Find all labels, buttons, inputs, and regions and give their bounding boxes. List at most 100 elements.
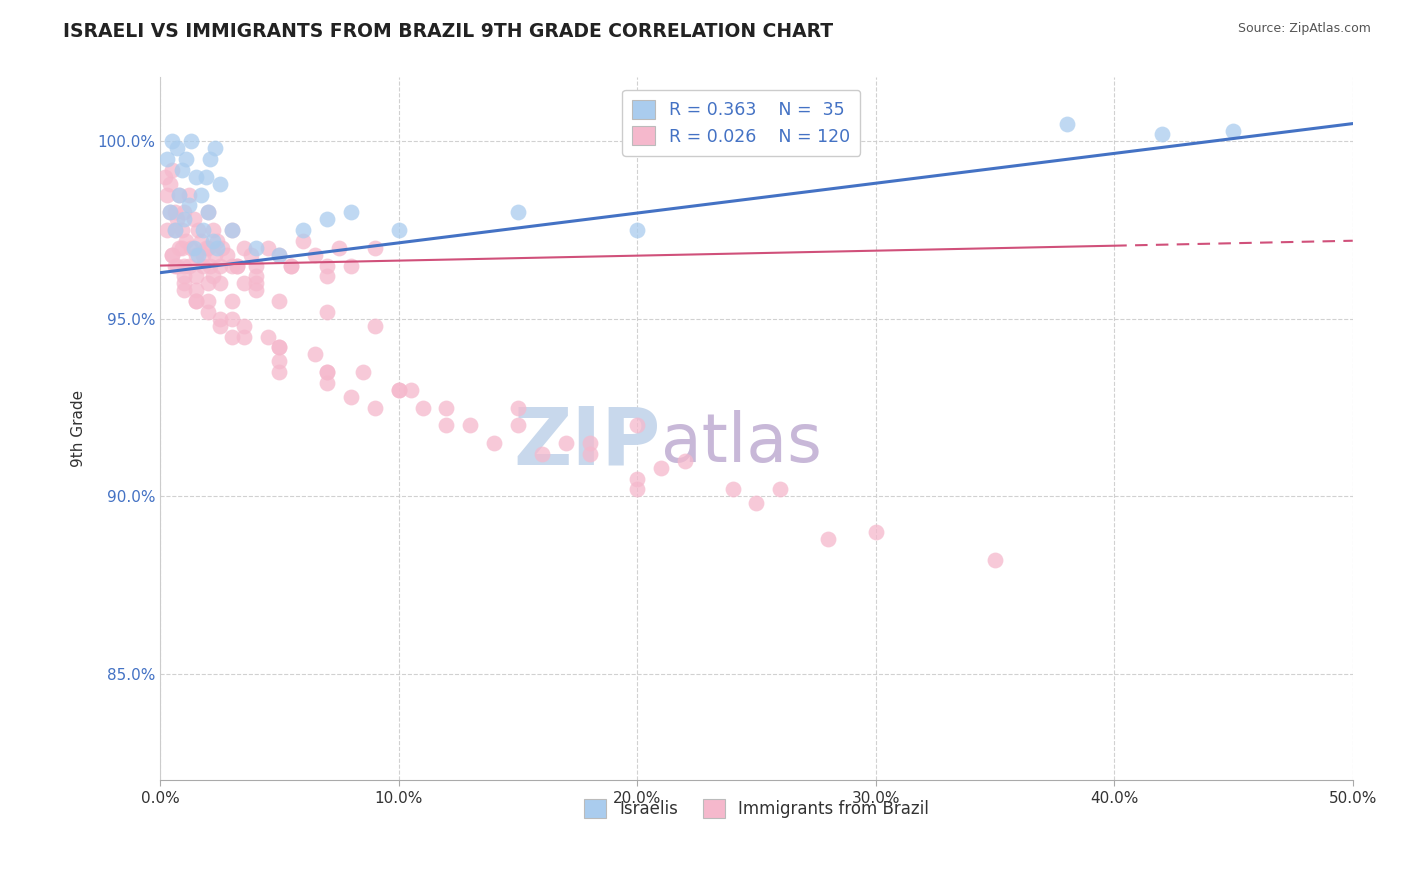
Point (626, 472, 648, 486)
Point (245, 277, 267, 291)
Point (984, 553, 1007, 567)
Point (316, 304, 339, 318)
Point (412, 401, 434, 415)
Point (554, 436, 576, 450)
Point (340, 259, 363, 273)
Point (817, 532, 839, 546)
Point (187, 248, 209, 262)
Point (191, 248, 214, 262)
Point (292, 223, 315, 237)
Point (225, 259, 247, 273)
Point (232, 277, 254, 291)
Point (201, 269, 224, 284)
Point (221, 311, 243, 326)
Point (245, 259, 267, 273)
Point (197, 205, 219, 219)
Point (316, 259, 339, 273)
Point (207, 234, 229, 248)
Point (208, 259, 231, 273)
Point (207, 241, 229, 255)
Point (173, 269, 195, 284)
Point (184, 284, 207, 298)
Point (160, 162, 183, 177)
Point (269, 340, 291, 354)
Point (163, 223, 186, 237)
Point (163, 223, 186, 237)
Point (388, 223, 411, 237)
Point (769, 482, 792, 496)
Point (221, 223, 243, 237)
Point (280, 259, 302, 273)
Point (530, 447, 553, 461)
Point (304, 347, 326, 361)
Point (245, 284, 267, 298)
Point (184, 269, 207, 284)
Point (292, 234, 315, 248)
Point (316, 365, 339, 379)
Point (364, 401, 387, 415)
Point (169, 187, 191, 202)
Point (180, 241, 202, 255)
Point (865, 524, 887, 539)
Point (191, 223, 214, 237)
Point (578, 436, 600, 450)
Point (156, 187, 179, 202)
Point (232, 318, 254, 333)
Point (201, 223, 224, 237)
Point (221, 259, 243, 273)
Point (328, 241, 350, 255)
Point (280, 259, 302, 273)
Point (184, 294, 207, 309)
Point (160, 248, 183, 262)
Point (388, 383, 411, 397)
Point (673, 454, 696, 468)
Point (176, 152, 198, 166)
Point (458, 418, 481, 433)
Point (204, 141, 226, 155)
Point (197, 205, 219, 219)
Point (204, 248, 226, 262)
Point (159, 205, 181, 219)
Point (232, 329, 254, 343)
Point (170, 241, 193, 255)
Point (191, 259, 214, 273)
Point (221, 329, 243, 343)
Point (156, 152, 179, 166)
Point (208, 277, 231, 291)
Point (176, 234, 198, 248)
Point (269, 365, 291, 379)
Point (169, 241, 191, 255)
Point (1150, 127, 1173, 141)
Point (166, 212, 188, 227)
Point (269, 248, 291, 262)
Point (159, 205, 181, 219)
Point (269, 340, 291, 354)
Point (187, 223, 209, 237)
Point (173, 259, 195, 273)
Point (200, 152, 222, 166)
Point (316, 376, 339, 390)
Point (190, 187, 212, 202)
Point (211, 241, 233, 255)
Point (316, 365, 339, 379)
Point (163, 205, 186, 219)
Text: atlas: atlas (661, 410, 823, 476)
Point (197, 294, 219, 309)
Point (388, 383, 411, 397)
Point (177, 259, 200, 273)
Point (200, 259, 222, 273)
Point (245, 241, 267, 255)
Point (197, 241, 219, 255)
Point (163, 259, 186, 273)
Point (160, 134, 183, 148)
Point (269, 294, 291, 309)
Point (364, 241, 387, 255)
Text: ISRAELI VS IMMIGRANTS FROM BRAZIL 9TH GRADE CORRELATION CHART: ISRAELI VS IMMIGRANTS FROM BRAZIL 9TH GR… (63, 22, 834, 41)
Point (256, 241, 278, 255)
Point (180, 134, 202, 148)
Point (506, 205, 529, 219)
Point (169, 187, 191, 202)
Point (208, 318, 231, 333)
Point (269, 354, 291, 368)
Point (650, 461, 672, 475)
